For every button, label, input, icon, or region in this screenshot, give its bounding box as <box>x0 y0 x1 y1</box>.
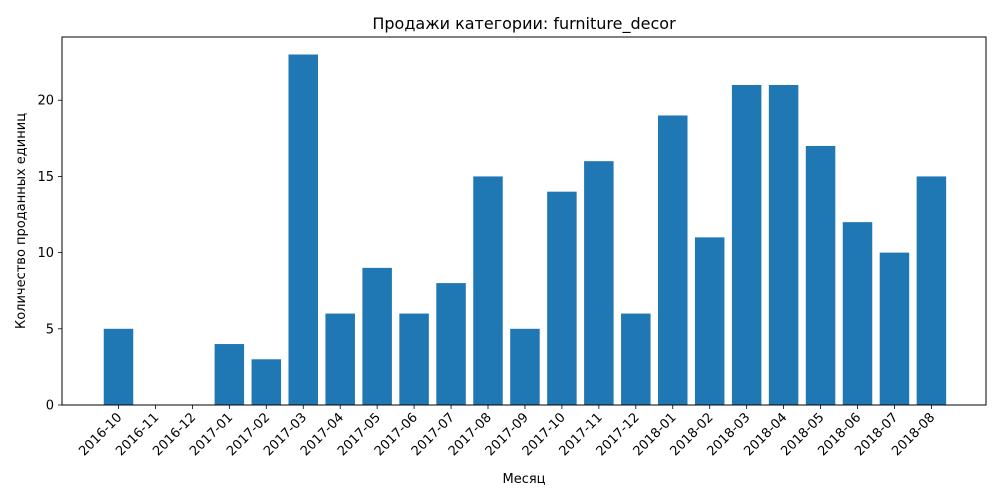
bar-2017-10 <box>547 191 577 405</box>
bar-2017-08 <box>473 176 503 405</box>
plot-frame <box>61 36 987 406</box>
bar-2017-07 <box>436 283 466 405</box>
y-tick-label: 15 <box>37 170 54 185</box>
bar-2017-06 <box>399 313 429 405</box>
y-axis-label: Количество проданных единиц <box>14 113 29 329</box>
bar-2018-08 <box>916 176 947 405</box>
bar-2018-07 <box>879 252 910 405</box>
bar-2017-05 <box>362 267 392 405</box>
bars-group <box>103 54 947 406</box>
bar-2017-02 <box>251 359 282 405</box>
bar-2017-04 <box>325 313 355 405</box>
bar-2017-11 <box>584 161 614 405</box>
y-tick-label: 0 <box>46 399 54 414</box>
bar-2018-02 <box>694 237 725 405</box>
x-axis: 2016-102016-112016-122017-012017-022017-… <box>76 405 938 459</box>
y-tick-label: 20 <box>37 94 54 109</box>
bar-2018-04 <box>768 85 799 405</box>
bar-2017-03 <box>288 54 318 406</box>
y-tick-label: 10 <box>37 246 54 261</box>
bar-2018-01 <box>658 115 688 405</box>
bar-2016-10 <box>103 328 134 405</box>
bar-2018-05 <box>805 145 836 405</box>
bar-2017-01 <box>214 344 245 405</box>
bar-2018-06 <box>842 222 873 405</box>
y-axis: 0 5 10 15 20 <box>37 94 62 414</box>
bar-2017-12 <box>621 313 651 405</box>
bar-2018-03 <box>731 85 762 405</box>
y-tick-label: 5 <box>46 322 54 337</box>
bar-2017-09 <box>510 328 540 405</box>
x-axis-label: Месяц <box>502 472 545 487</box>
chart-title: Продажи категории: furniture_decor <box>372 14 676 34</box>
